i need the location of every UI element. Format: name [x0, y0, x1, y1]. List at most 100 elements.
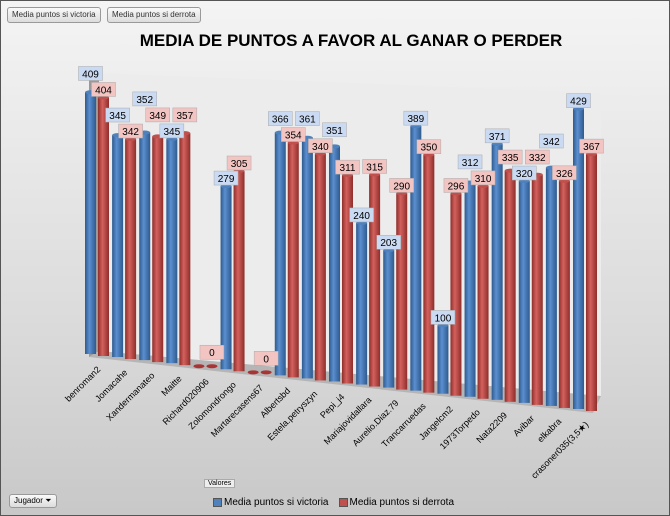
data-label: 332	[529, 153, 546, 164]
data-label-bg	[403, 110, 429, 126]
data-label-bg	[172, 107, 198, 123]
bar-derrota	[369, 174, 381, 387]
bar-victoria	[356, 222, 368, 385]
bar-derrota	[287, 142, 299, 378]
data-label-bg	[145, 107, 170, 123]
data-label-bg	[308, 138, 333, 154]
data-label-bg	[253, 351, 279, 366]
data-label-bg	[484, 128, 510, 144]
legend-item-derrota: Media puntos si derrota	[338, 497, 455, 508]
data-label: 305	[231, 159, 248, 170]
category-label: Avibar	[511, 413, 536, 438]
data-label: 0	[209, 348, 215, 359]
bar-zero	[193, 364, 205, 369]
bar-derrota	[342, 175, 353, 384]
data-label: 203	[380, 238, 397, 249]
bar-victoria	[410, 126, 422, 391]
data-label-bg	[159, 123, 185, 139]
data-label: 320	[516, 169, 533, 180]
bar-derrota	[531, 174, 543, 405]
data-label-bg	[416, 139, 442, 154]
bar-derrota	[233, 170, 245, 372]
bar-victoria	[545, 167, 557, 406]
category-label: Maitte	[159, 374, 183, 398]
data-label-bg	[539, 133, 564, 149]
data-label-bg	[457, 154, 483, 170]
legend-swatch-red	[338, 497, 348, 507]
bar-derrota	[477, 185, 489, 399]
bar-derrota	[450, 193, 462, 396]
data-label-bg	[525, 149, 550, 165]
bar-derrota	[586, 154, 597, 411]
data-label: 311	[340, 163, 356, 174]
data-label: 342	[543, 137, 560, 148]
data-label: 429	[570, 97, 587, 108]
data-label: 354	[285, 131, 302, 142]
bar-derrota	[152, 136, 164, 363]
data-label-bg	[91, 82, 116, 97]
data-label-bg	[295, 111, 320, 126]
data-label-bg	[362, 159, 387, 174]
data-label: 404	[95, 85, 112, 96]
chart-title: MEDIA DE PUNTOS A FAVOR AL GANAR O PERDE…	[139, 31, 563, 50]
bar-victoria	[220, 186, 232, 370]
data-label: 312	[462, 158, 479, 169]
bar-zero	[260, 370, 272, 375]
bar-victoria	[112, 135, 124, 358]
jugador-filter-button[interactable]: Jugador ⏷	[9, 494, 57, 508]
data-label-bg	[389, 178, 414, 193]
bar-victoria	[437, 325, 449, 394]
data-label: 279	[218, 174, 235, 185]
bar-derrota	[98, 97, 109, 356]
bar-victoria	[383, 250, 395, 388]
valores-button[interactable]: Valores	[204, 479, 236, 488]
data-label-bg	[281, 127, 306, 142]
data-label: 310	[475, 174, 492, 185]
legend-label: Media puntos si derrota	[349, 497, 455, 508]
data-label: 345	[163, 127, 180, 138]
bar-victoria	[491, 143, 503, 400]
bar-victoria	[464, 182, 476, 397]
bar-derrota	[396, 193, 408, 390]
bar-derrota	[125, 139, 137, 360]
bar-derrota	[504, 170, 516, 402]
data-label: 342	[122, 127, 139, 138]
data-label-bg	[579, 138, 604, 154]
legend-label: Media puntos si victoria	[224, 497, 329, 508]
category-label: Pepi_j4	[318, 392, 346, 420]
data-label: 352	[136, 95, 153, 106]
data-label-bg	[552, 165, 577, 181]
bar-derrota	[179, 133, 191, 366]
data-label: 349	[149, 111, 166, 122]
data-label: 350	[420, 143, 437, 154]
data-label-bg	[199, 344, 225, 360]
legend-item-victoria: Media puntos si victoria	[213, 497, 329, 508]
bar-derrota	[314, 153, 326, 381]
data-label: 357	[176, 111, 193, 122]
data-label: 335	[502, 153, 519, 164]
data-label: 361	[299, 115, 316, 126]
bar-victoria	[166, 138, 178, 364]
data-label: 315	[366, 162, 383, 173]
data-label-bg	[566, 93, 591, 108]
data-label-bg	[430, 310, 456, 325]
data-label-bg	[105, 107, 130, 123]
data-label-bg	[118, 123, 143, 139]
bar-victoria	[573, 108, 584, 409]
filter-button-derrota[interactable]: Media puntos si derrota	[107, 7, 201, 23]
bar-victoria	[274, 132, 286, 376]
jugador-label: Jugador	[14, 496, 43, 505]
bar-victoria	[301, 137, 313, 379]
bar-derrota	[558, 180, 570, 408]
data-label-bg	[470, 170, 496, 186]
data-label-bg	[376, 234, 401, 250]
data-label: 0	[263, 354, 269, 365]
bar-victoria	[85, 92, 96, 355]
filter-button-victoria[interactable]: Media puntos si victoria	[7, 7, 101, 23]
category-label: crasoner035(3,5★)	[529, 419, 590, 480]
data-label: 326	[556, 169, 573, 180]
data-label-bg	[335, 159, 360, 175]
data-label: 345	[109, 111, 126, 122]
